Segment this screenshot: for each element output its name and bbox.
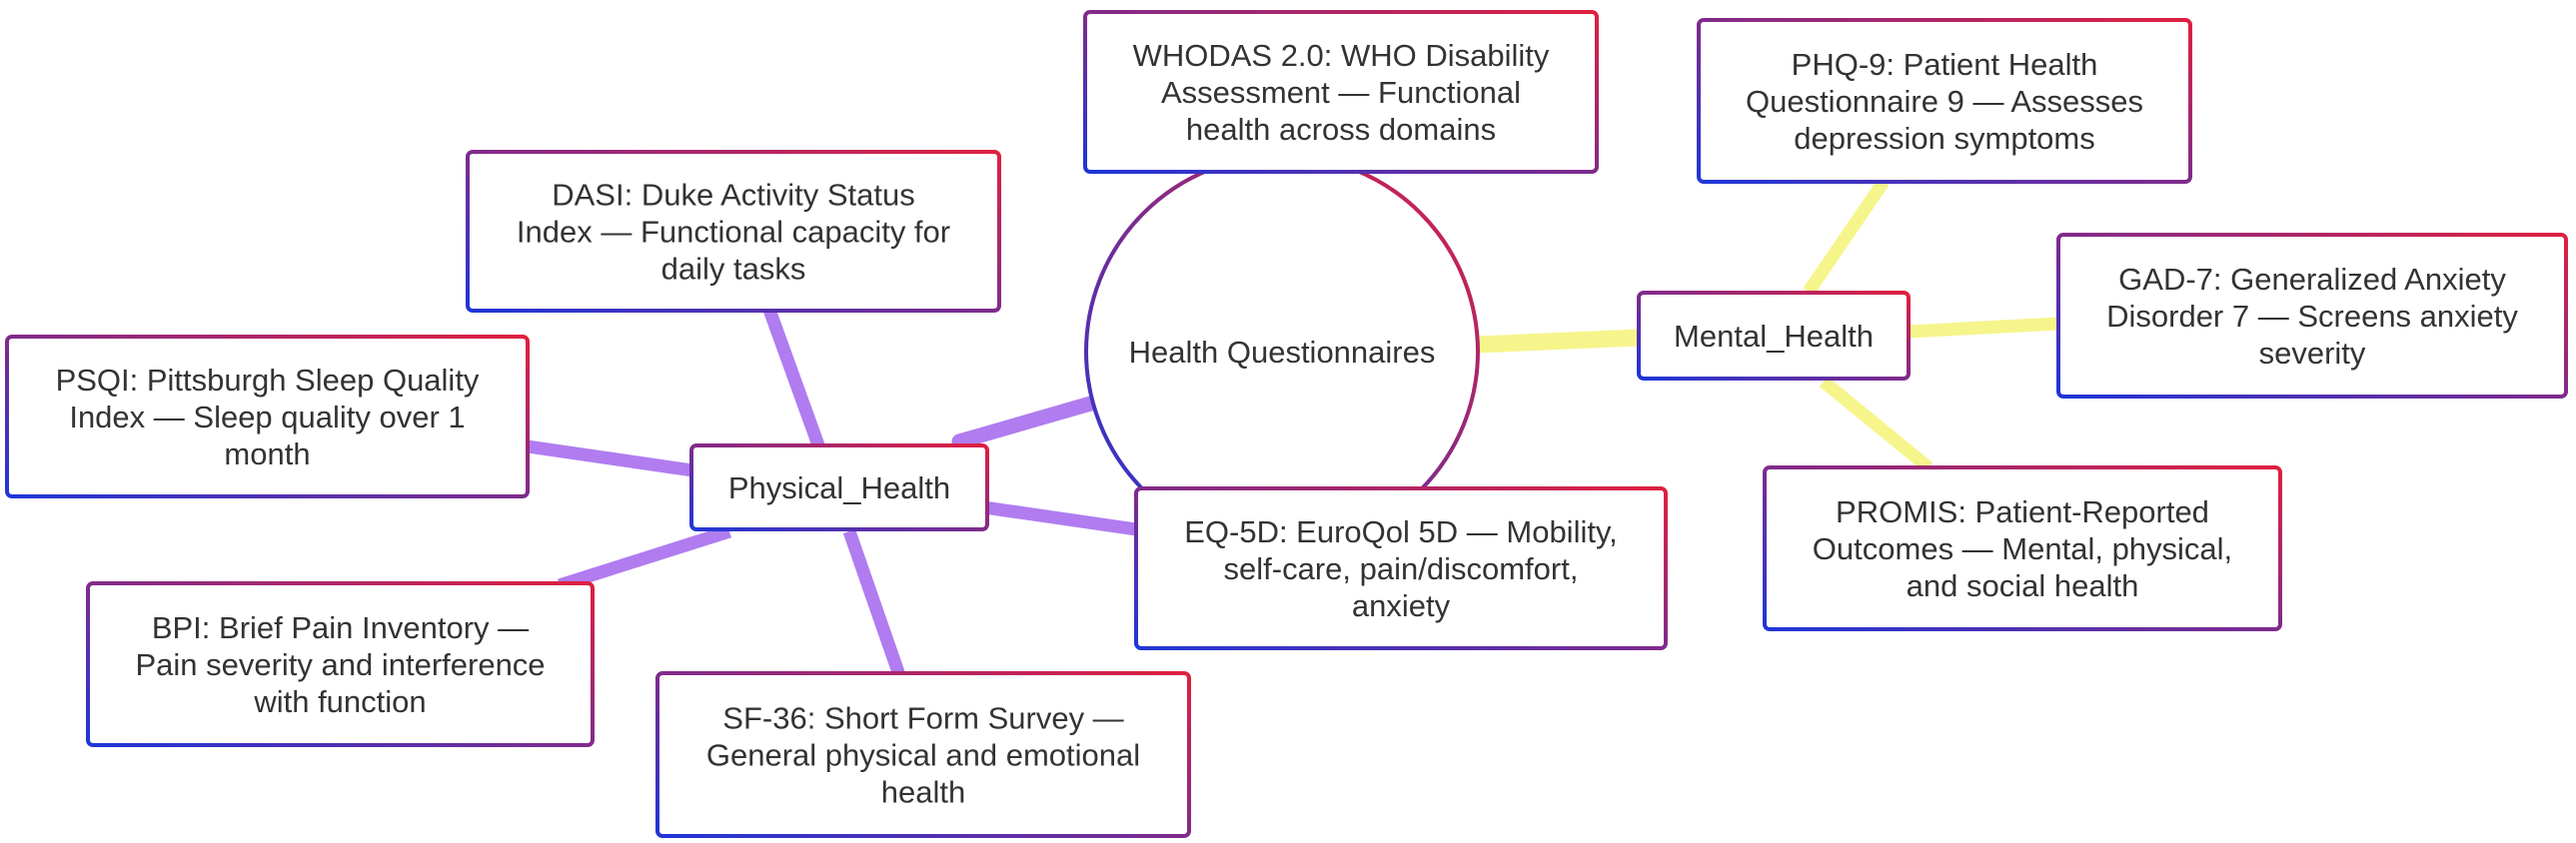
leaf-phq9-box bbox=[1697, 18, 2192, 184]
leaf-dasi-text-line: Index — Functional capacity for bbox=[517, 215, 950, 250]
edge-physical-eq5d bbox=[983, 500, 1137, 536]
edge-physical-psqi bbox=[527, 439, 700, 478]
edge-physical-sf36 bbox=[842, 528, 906, 678]
branch-mental-health[interactable]: Mental_Health bbox=[1637, 291, 1911, 381]
leaf-bpi-text-line: with function bbox=[253, 684, 426, 719]
leaf-sf36[interactable]: SF-36: Short Form Survey —General physic… bbox=[655, 671, 1191, 838]
leaf-eq5d-text-line: EQ-5D: EuroQol 5D — Mobility, bbox=[1184, 514, 1618, 549]
leaf-bpi-box bbox=[86, 581, 595, 747]
leaf-phq9-text-line: depression symptoms bbox=[1794, 121, 2095, 156]
leaf-phq9-text-line: PHQ-9: Patient Health bbox=[1792, 47, 2098, 82]
leaf-promis-text-line: PROMIS: Patient-Reported bbox=[1836, 494, 2209, 529]
edge-mental-gad7 bbox=[1908, 317, 2059, 339]
leaf-bpi-text-line: Pain severity and interference bbox=[135, 647, 545, 682]
leaf-gad7-text-line: GAD-7: Generalized Anxiety bbox=[2118, 262, 2506, 297]
leaf-whodas-box bbox=[1083, 10, 1599, 174]
edge-mental-phq9 bbox=[1803, 178, 1890, 296]
nodes: Physical_Health Mental_Health DASI: Duke A… bbox=[5, 10, 2568, 838]
branch-physical-health-box bbox=[689, 443, 989, 531]
leaf-dasi-text-line: daily tasks bbox=[661, 252, 806, 287]
leaf-gad7-text-line: severity bbox=[2259, 336, 2366, 371]
leaf-eq5d[interactable]: EQ-5D: EuroQol 5D — Mobility,self-care, … bbox=[1134, 486, 1668, 650]
leaf-eq5d-text-line: self-care, pain/discomfort, bbox=[1224, 551, 1579, 586]
leaf-bpi[interactable]: BPI: Brief Pain Inventory —Pain severity… bbox=[86, 581, 595, 747]
leaf-sf36-text-line: General physical and emotional bbox=[706, 738, 1140, 773]
leaf-dasi-text-line: DASI: Duke Activity Status bbox=[552, 178, 915, 213]
leaf-gad7-box bbox=[2056, 233, 2568, 399]
leaf-whodas-text-line: Assessment — Functional bbox=[1161, 75, 1521, 110]
leaf-phq9-text-line: Questionnaire 9 — Assesses bbox=[1746, 84, 2143, 119]
leaf-sf36-text-line: health bbox=[881, 775, 965, 810]
leaf-promis-text-line: and social health bbox=[1907, 568, 2139, 603]
edge-root-physical bbox=[951, 395, 1102, 449]
branch-mental-health-box bbox=[1637, 291, 1911, 381]
leaf-whodas-text-line: WHODAS 2.0: WHO Disability bbox=[1133, 38, 1550, 73]
leaf-promis-text-line: Outcomes — Mental, physical, bbox=[1813, 531, 2232, 566]
leaf-sf36-box bbox=[655, 671, 1191, 838]
edge-root-mental bbox=[1476, 329, 1640, 354]
leaf-psqi-text-line: PSQI: Pittsburgh Sleep Quality bbox=[56, 363, 480, 398]
branch-physical-health[interactable]: Physical_Health bbox=[689, 443, 989, 531]
leaf-psqi-text-line: month bbox=[224, 436, 310, 471]
leaf-psqi-box bbox=[5, 335, 530, 498]
edge-physical-bpi bbox=[558, 524, 731, 592]
branch-mental-health-text-line: Mental_Health bbox=[1674, 319, 1874, 354]
leaf-gad7-text-line: Disorder 7 — Screens anxiety bbox=[2106, 299, 2518, 334]
leaf-sf36-text-line: SF-36: Short Form Survey — bbox=[722, 701, 1123, 736]
leaf-bpi-text-line: BPI: Brief Pain Inventory — bbox=[152, 610, 529, 645]
leaf-eq5d-box bbox=[1134, 486, 1668, 650]
root-node-label: Health Questionnaires bbox=[1129, 335, 1436, 370]
edge-mental-promis bbox=[1819, 376, 1933, 473]
leaf-psqi-text-line: Index — Sleep quality over 1 bbox=[69, 400, 465, 434]
leaf-promis-box bbox=[1763, 465, 2282, 631]
leaf-dasi-box bbox=[466, 150, 1001, 313]
leaf-eq5d-text-line: anxiety bbox=[1352, 588, 1451, 623]
leaf-whodas-text-line: health across domains bbox=[1186, 112, 1496, 147]
branch-physical-health-text-line: Physical_Health bbox=[728, 470, 950, 505]
